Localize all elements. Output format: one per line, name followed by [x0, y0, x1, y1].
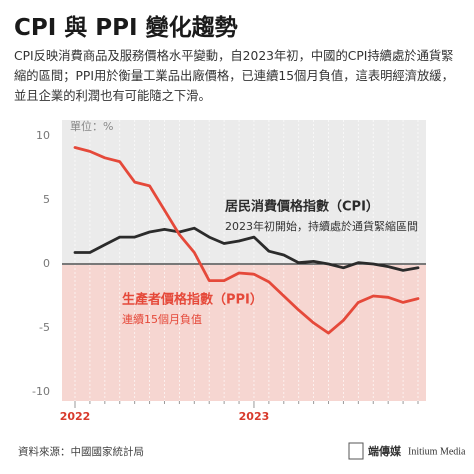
negative-zone: [62, 265, 426, 401]
data-line: [73, 226, 420, 272]
y-tick-label: 0: [43, 257, 50, 270]
y-tick-label: -5: [39, 321, 50, 334]
y-tick-label: -10: [32, 385, 50, 398]
series-label: 生產者價格指數（PPI）: [122, 292, 263, 308]
data-line: [73, 146, 420, 335]
series-label: 居民消費價格指數（CPI）: [225, 199, 379, 215]
y-tick-label: 10: [36, 129, 50, 142]
chart-title: CPI 與 PPI 變化趨勢: [14, 15, 238, 41]
x-tick-label: 2023: [239, 410, 270, 423]
logo-icon: [348, 442, 364, 460]
series-note: 連續15個月負值: [122, 312, 202, 326]
logo-cn: 端傳媒: [368, 444, 402, 458]
unit-label: 單位：%: [70, 119, 113, 133]
series-note: 2023年初開始，持續處於通貨緊縮區間: [225, 219, 418, 233]
chart-subtitle: CPI反映消費商品及服務價格水平變動，自2023年初，中國的CPI持續處於通貨緊…: [14, 49, 454, 103]
positive-zone: [62, 120, 426, 265]
x-tick-label: 2022: [60, 410, 91, 423]
source: 資料來源：中國國家統計局: [18, 445, 144, 458]
y-tick-label: 5: [43, 193, 50, 206]
logo-en: Initium Media: [408, 446, 466, 457]
